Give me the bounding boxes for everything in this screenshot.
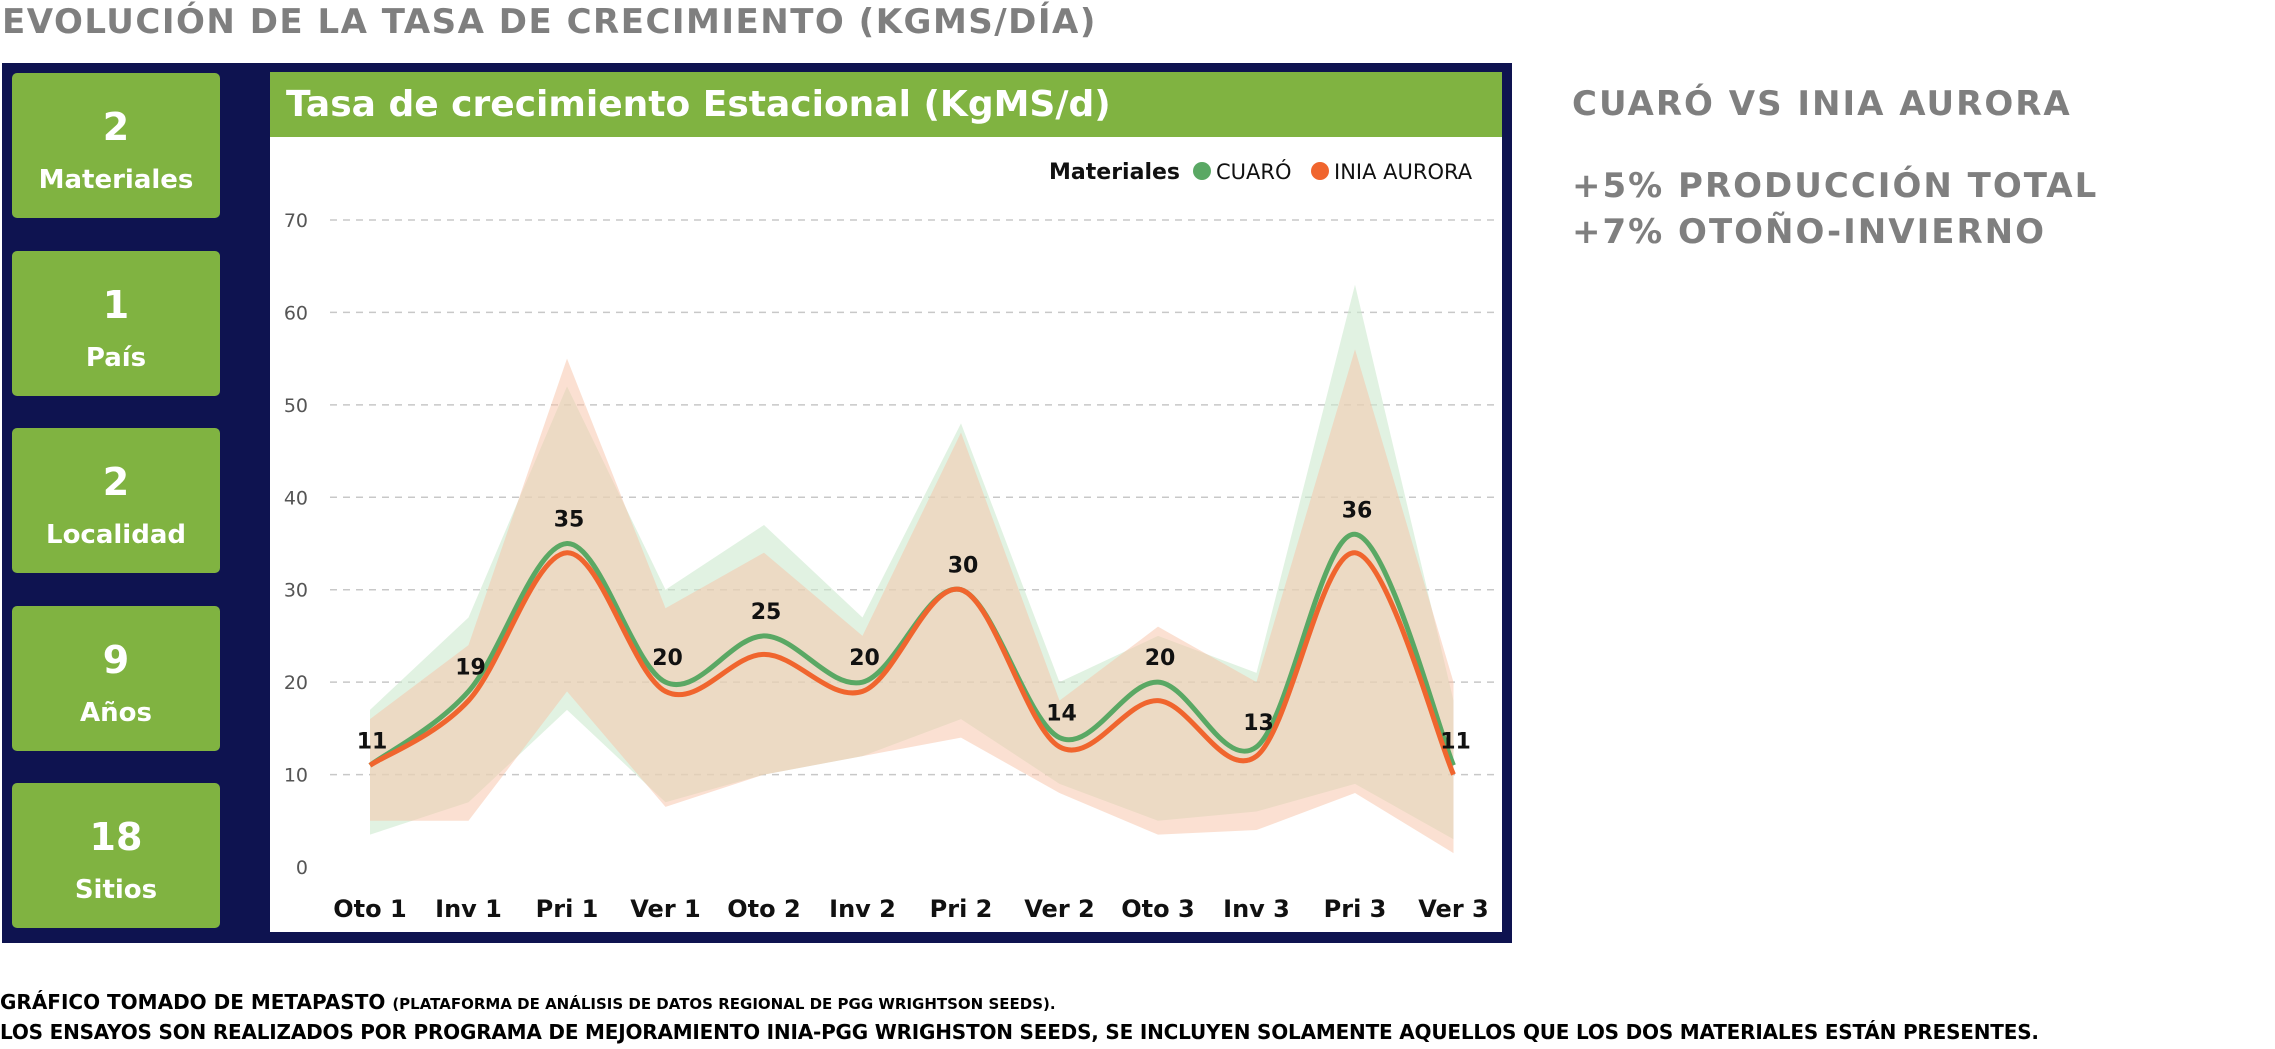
x-tick-label: Pri 2 (930, 895, 993, 923)
x-tick-label: Oto 3 (1121, 895, 1194, 923)
data-label: 20 (849, 646, 880, 671)
data-label: 11 (1440, 729, 1471, 754)
kpi-label: Años (80, 698, 152, 728)
y-tick-label: 10 (284, 765, 308, 787)
data-label: 20 (652, 646, 683, 671)
data-label: 11 (357, 729, 388, 754)
y-tick-label: 30 (284, 580, 308, 602)
chart-title: Tasa de crecimiento Estacional (KgMS/d) (286, 84, 1111, 125)
chart-panel: Tasa de crecimiento Estacional (KgMS/d) … (270, 72, 1502, 932)
data-label: 19 (455, 655, 486, 680)
kpi-card-pais[interactable]: 1 País (12, 251, 220, 396)
kpi-value: 9 (102, 638, 130, 682)
kpi-label: Materiales (38, 165, 194, 195)
kpi-value: 2 (102, 460, 130, 504)
y-tick-label: 0 (296, 857, 308, 879)
growth-rate-chart: 0 10 20 30 40 50 60 70 11 19 35 20 25 20 30 14 20 13 36 11 O… (284, 159, 1495, 923)
kpi-card-localidad[interactable]: 2 Localidad (12, 428, 220, 573)
kpi-label: Localidad (46, 520, 186, 550)
data-label: 25 (751, 600, 782, 625)
data-label: 14 (1046, 702, 1077, 727)
data-label: 35 (554, 508, 585, 533)
footnote-trials: LOS ENSAYOS SON REALIZADOS POR PROGRAMA … (0, 1020, 2039, 1044)
kpi-value: 18 (89, 815, 143, 859)
x-tick-label: Ver 3 (1418, 895, 1488, 923)
kpi-label: País (85, 343, 147, 373)
x-tick-label: Ver 1 (630, 895, 700, 923)
legend-label-inia-aurora: INIA AURORA (1334, 160, 1473, 184)
footnote-source-main: GRÁFICO TOMADO DE METAPASTO (0, 990, 386, 1014)
kpi-value: 2 (102, 105, 130, 149)
metapasto-dashboard: 2 Materiales 1 País 2 Localidad 9 Años 1… (2, 63, 1512, 943)
comparison-title: CUARÓ VS INIA AURORA (1572, 84, 2072, 124)
kpi-card-sitios[interactable]: 18 Sitios (12, 783, 220, 928)
inia-aurora-range-band (370, 349, 1454, 854)
y-tick-label: 40 (284, 487, 308, 509)
kpi-value: 1 (102, 283, 130, 327)
x-tick-label: Inv 1 (435, 895, 502, 923)
x-tick-label: Pri 1 (536, 895, 599, 923)
chart-header: Tasa de crecimiento Estacional (KgMS/d) (270, 72, 1502, 137)
data-label: 20 (1145, 646, 1176, 671)
y-tick-label: 60 (284, 302, 308, 324)
legend-marker-cuaro (1193, 162, 1211, 180)
legend-title: Materiales (1049, 160, 1180, 185)
y-tick-label: 70 (284, 210, 308, 232)
comparison-summary: CUARÓ VS INIA AURORA +5% PRODUCCIÓN TOTA… (1572, 84, 2098, 252)
stat-autumn-winter: +7% OTOÑO-INVIERNO (1572, 212, 2046, 252)
legend-marker-inia-aurora (1311, 162, 1329, 180)
x-tick-label: Pri 3 (1324, 895, 1387, 923)
x-tick-label: Oto 2 (727, 895, 800, 923)
x-tick-label: Oto 1 (333, 895, 406, 923)
page-title: EVOLUCIÓN DE LA TASA DE CRECIMIENTO (KGM… (2, 2, 1097, 42)
y-tick-label: 20 (284, 672, 308, 694)
inia-aurora-series-line (368, 550, 1456, 776)
kpi-card-anos[interactable]: 9 Años (12, 606, 220, 751)
footnote-source: GRÁFICO TOMADO DE METAPASTO (PLATAFORMA … (0, 990, 1056, 1014)
footnote-source-detail: (PLATAFORMA DE ANÁLISIS DE DATOS REGIONA… (392, 995, 1056, 1013)
x-tick-label: Ver 2 (1024, 895, 1094, 923)
kpi-label: Sitios (74, 875, 158, 905)
legend-label-cuaro: CUARÓ (1216, 159, 1292, 184)
data-label: 36 (1342, 498, 1373, 523)
stat-total-production: +5% PRODUCCIÓN TOTAL (1572, 166, 2099, 206)
x-tick-label: Inv 2 (829, 895, 896, 923)
x-tick-label: Inv 3 (1223, 895, 1290, 923)
y-tick-label: 50 (284, 395, 308, 417)
data-label: 13 (1243, 711, 1274, 736)
data-label: 30 (948, 554, 979, 579)
kpi-card-materiales[interactable]: 2 Materiales (12, 73, 220, 218)
